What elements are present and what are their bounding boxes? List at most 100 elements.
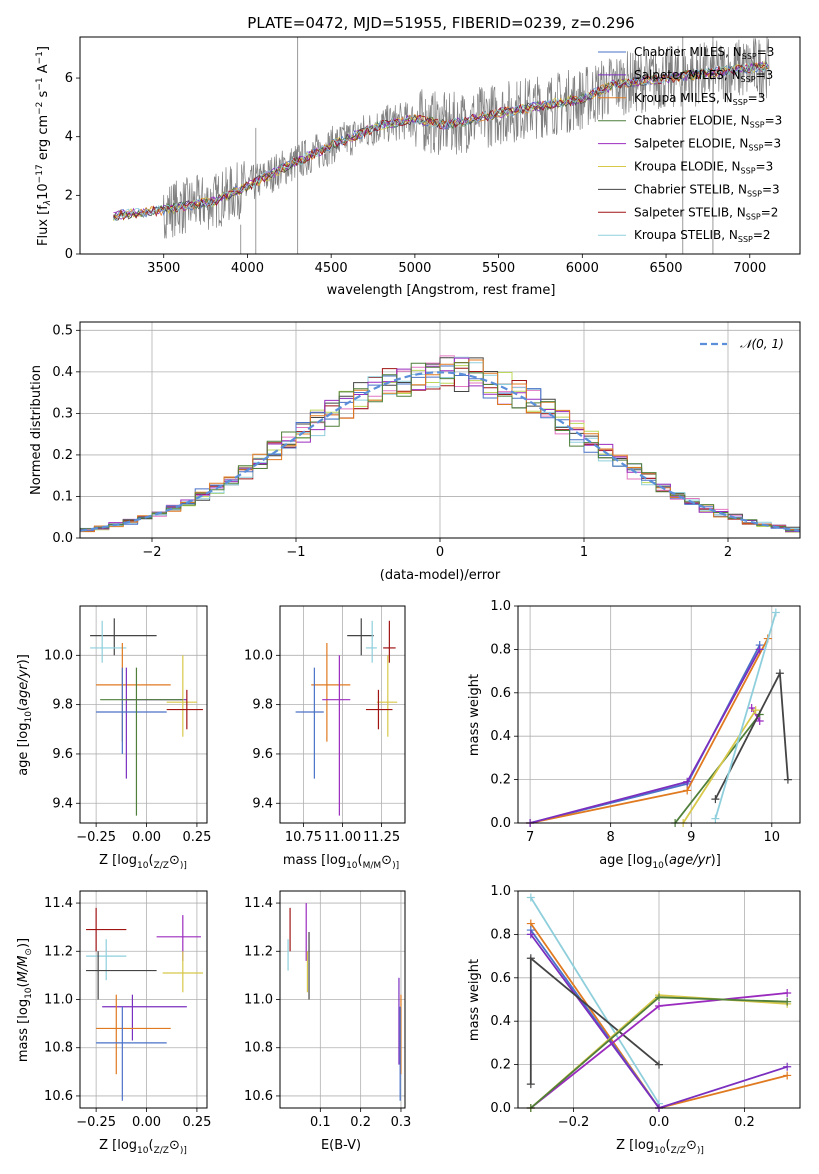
legend-label-suffix: =3: [763, 137, 781, 151]
legend-label-suffix: =3: [765, 114, 783, 128]
label-part: 10: [24, 987, 34, 999]
label-part: 10: [137, 1146, 149, 1156]
legend-label-text: Salpeter STELIB, N: [634, 205, 746, 219]
y-tick-label: 0.1: [52, 489, 73, 504]
y-tick-label: 10.8: [244, 1041, 273, 1056]
label-part: Z/Z: [154, 1146, 169, 1156]
label-part: age/yr: [16, 663, 31, 706]
y-axis-label: Flux [fλ10−17 erg cm−2 s−1 A−1]: [35, 46, 53, 246]
y-tick-label: 6: [65, 71, 73, 86]
mass-weight-line: [529, 644, 761, 823]
mass-weight-line: [530, 897, 660, 1105]
x-tick-label: 10: [764, 830, 781, 845]
y-tick-label: 11.0: [244, 993, 273, 1008]
mass-weight-marker: [526, 954, 535, 963]
x-tick-label: 6000: [566, 261, 599, 276]
legend-label-suffix: =3: [748, 91, 766, 105]
axes-frame: [79, 321, 801, 539]
mass-weight-marker: [771, 608, 780, 617]
label-part: (: [358, 853, 363, 868]
x-tick-label: −0.25: [76, 830, 116, 845]
legend-label-suffix: =2: [753, 228, 771, 242]
x-tick-label: 3500: [147, 261, 180, 276]
legend-label: Salpeter MILES, NSSP=3: [634, 68, 773, 84]
x-axis-label: Z [log10(Z/Z⊙)]: [99, 1138, 187, 1156]
mass-weight-line: [682, 709, 757, 823]
legend-label-suffix: =3: [756, 68, 774, 82]
y-tick-label: 0.3: [52, 406, 73, 421]
label-part: )]: [392, 861, 399, 871]
legend-label-sub: SSP: [742, 52, 757, 61]
y-tick-label: 0.6: [490, 971, 511, 986]
label-part: )]: [180, 1146, 187, 1156]
mass-weight-line: [530, 922, 788, 1108]
y-axis-label: mass weight: [467, 959, 482, 1041]
mass-weight-marker: [783, 988, 792, 997]
spectrum-title: PLATE=0472, MJD=51955, FIBERID=0239, z=0…: [247, 14, 634, 32]
mass-weight-marker: [655, 1002, 663, 1011]
label-part: mass [log: [16, 999, 31, 1062]
label-part: ⊙: [169, 853, 180, 868]
model-spectrum-line: [113, 64, 770, 221]
label-part: (: [16, 982, 31, 987]
label-part: 10: [137, 861, 149, 871]
x-axis-label: E(B-V): [321, 1138, 361, 1153]
mass-weight-line: [530, 933, 788, 1108]
legend-label-suffix: =3: [756, 160, 774, 174]
label-part: Z/Z: [671, 1146, 686, 1156]
y-tick-label: 0.4: [52, 365, 73, 380]
legend-label: Salpeter ELODIE, NSSP=3: [634, 137, 781, 153]
legend-label-sub: SSP: [738, 235, 753, 244]
legend-label-sub: SSP: [746, 212, 761, 221]
y-tick-label: 2: [65, 188, 73, 203]
label-part: )]: [180, 861, 187, 871]
mass-weight-marker: [526, 893, 535, 902]
label-part: age [log: [16, 723, 31, 776]
y-tick-label: 10.8: [44, 1041, 73, 1056]
mass-weight-marker: [783, 775, 792, 784]
x-axis-label: Z [log10(Z/Z⊙)]: [616, 1138, 704, 1156]
x-tick-label: 5000: [398, 261, 431, 276]
y-tick-label: 9.4: [52, 796, 73, 811]
legend-label-text: Chabrier STELIB, N: [634, 182, 747, 196]
mass-weight-marker: [783, 1062, 792, 1071]
label-part: ⊙: [381, 853, 392, 868]
legend-label-text: Chabrier ELODIE, N: [634, 114, 750, 128]
x-tick-label: 0.00: [132, 830, 161, 845]
mass-weight-marker: [655, 993, 663, 1002]
legend-label-text: Kroupa STELIB, N: [634, 228, 738, 242]
label-part: (: [149, 853, 154, 868]
label-part: ⊙: [686, 1138, 697, 1153]
label-part: )]: [16, 938, 31, 948]
x-tick-label: 0.3: [391, 1115, 412, 1130]
x-tick-label: −0.25: [76, 1115, 116, 1130]
legend-label-normal: 𝒩(0, 1): [740, 337, 784, 351]
x-tick-label: 7: [526, 830, 534, 845]
axes-frame: [79, 36, 801, 255]
y-tick-label: 9.8: [252, 698, 273, 713]
x-tick-label: 5500: [482, 261, 515, 276]
legend-label-sub: SSP: [741, 167, 756, 176]
y-tick-label: 0.0: [52, 531, 73, 546]
axes-frame: [279, 890, 406, 1109]
y-axis-label-part: erg cm: [36, 115, 51, 164]
legend-label-sub: SSP: [748, 144, 763, 153]
x-axis-label: Z [log10(Z/Z⊙)]: [99, 853, 187, 871]
legend-label: Kroupa STELIB, NSSP=2: [634, 228, 771, 244]
mass-weight-marker: [751, 706, 760, 715]
y-tick-label: 0.5: [52, 323, 73, 338]
mass-weight-marker: [683, 786, 692, 795]
x-tick-label: 4000: [231, 261, 264, 276]
y-tick-label: 0.4: [490, 729, 511, 744]
y-tick-label: 0.0: [490, 816, 511, 831]
legend-label-sub: SSP: [733, 98, 748, 107]
axes-frame: [517, 890, 801, 1109]
y-tick-label: 0.8: [490, 927, 511, 942]
mass-weight-marker: [526, 1080, 535, 1089]
legend-label-sub: SSP: [741, 75, 756, 84]
legend-label: Kroupa ELODIE, NSSP=3: [634, 160, 773, 176]
y-axis-label: age [log10(age/yr)]: [16, 654, 34, 776]
x-tick-label: 0.0: [649, 1115, 670, 1130]
y-axis-label-part: −2: [35, 102, 45, 115]
legend-label: Salpeter STELIB, NSSP=2: [634, 205, 778, 221]
